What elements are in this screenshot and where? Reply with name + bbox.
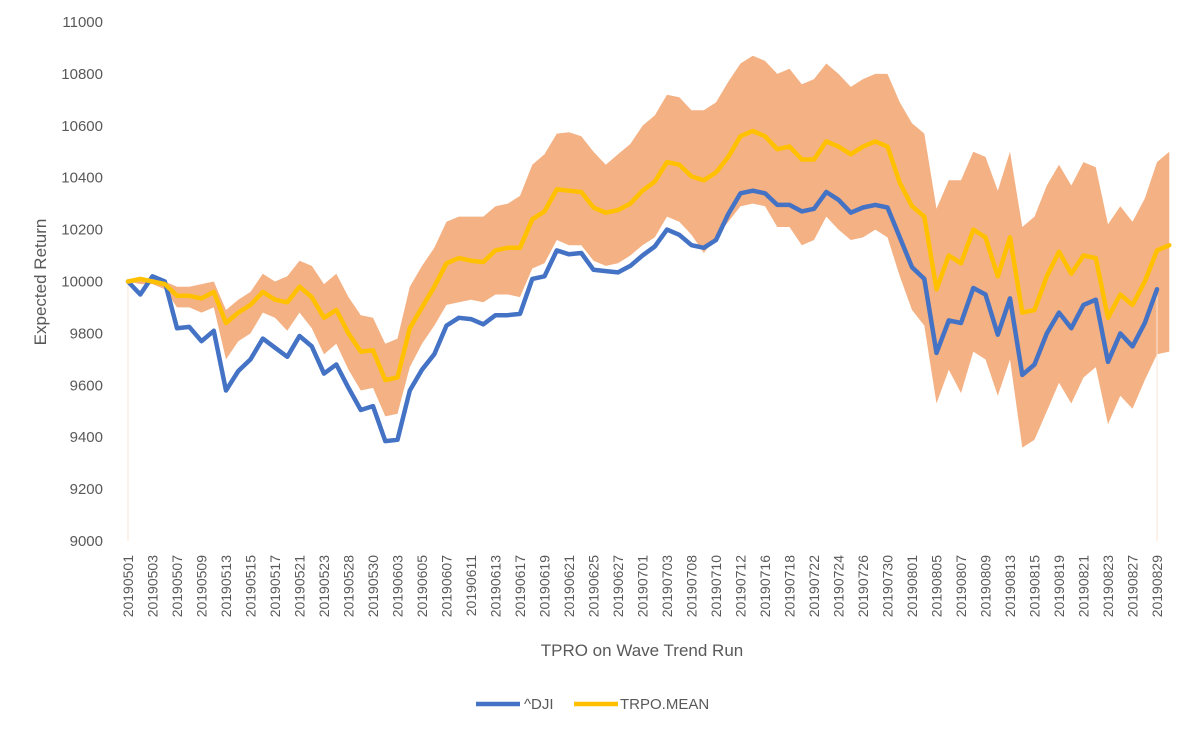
y-tick-label: 11000 (62, 14, 103, 31)
series-line-dji (125, 188, 1160, 444)
x-tick-label: 20190819 (1051, 555, 1067, 618)
x-tick-label: 20190701 (635, 555, 651, 618)
y-tick-label: 9400 (70, 429, 103, 446)
x-tick-label: 20190507 (169, 555, 185, 618)
y-axis-title: Expected Return (31, 219, 50, 346)
x-tick-label: 20190603 (390, 555, 406, 618)
legend-label-dji: ^DJI (524, 696, 554, 713)
x-tick-label: 20190627 (610, 555, 626, 618)
x-tick-label: 20190515 (243, 555, 259, 618)
x-tick-labels: 20190501 20190503 20190507 20190509 20190513… (120, 555, 1165, 618)
x-tick-label: 20190617 (512, 555, 528, 618)
x-tick-label: 20190501 (120, 555, 136, 618)
x-tick-label: 20190718 (782, 555, 798, 618)
x-tick-label: 20190726 (855, 555, 871, 618)
x-tick-label: 20190611 (463, 555, 479, 616)
x-tick-label: 20190521 (292, 555, 308, 618)
x-tick-label: 20190809 (978, 555, 994, 618)
y-tick-label: 10000 (61, 274, 103, 291)
y-tick-label: 9200 (70, 481, 103, 498)
confidence-band (128, 55, 1170, 448)
series-lines-layer (125, 128, 1172, 444)
x-tick-label: 20190712 (733, 555, 749, 618)
x-tick-label: 20190523 (316, 555, 332, 618)
x-tick-label: 20190815 (1027, 555, 1043, 618)
legend-label-trpo-mean: TRPO.MEAN (620, 696, 709, 713)
x-axis-title: TPRO on Wave Trend Run (541, 641, 744, 660)
y-tick-labels: 9000 9200 9400 9600 9800 10000 10200 10400 10600… (61, 14, 103, 550)
y-tick-label: 10400 (61, 170, 103, 187)
axis-layer (127, 281, 1158, 541)
x-tick-label: 20190716 (757, 555, 773, 618)
y-tick-label: 10600 (61, 118, 103, 135)
x-tick-label: 20190724 (831, 555, 847, 618)
y-tick-label: 9600 (70, 377, 103, 394)
x-tick-label: 20190625 (586, 555, 602, 618)
y-tick-label: 10800 (61, 66, 103, 83)
x-tick-label: 20190805 (929, 555, 945, 618)
legend: ^DJI TRPO.MEAN (476, 696, 709, 713)
x-tick-label: 20190605 (414, 555, 430, 618)
x-tick-label: 20190827 (1125, 555, 1141, 618)
x-tick-label: 20190513 (218, 555, 234, 618)
x-tick-label: 20190509 (194, 555, 210, 618)
x-tick-label: 20190722 (806, 555, 822, 618)
confidence-band-layer (128, 55, 1170, 448)
x-tick-label: 20190619 (537, 555, 553, 618)
x-tick-label: 20190823 (1100, 555, 1116, 618)
x-tick-label: 20190807 (953, 555, 969, 618)
x-tick-label: 20190503 (145, 555, 161, 618)
x-tick-label: 20190829 (1149, 555, 1165, 618)
series-line-trpo-mean (125, 128, 1172, 383)
x-tick-label: 20190530 (365, 555, 381, 618)
x-tick-label: 20190621 (561, 555, 577, 618)
x-tick-label: 20190821 (1076, 555, 1092, 618)
x-tick-label: 20190528 (341, 555, 357, 618)
x-tick-label: 20190710 (708, 555, 724, 618)
x-tick-label: 20190801 (904, 555, 920, 618)
x-tick-label: 20190517 (267, 555, 283, 618)
x-tick-label: 20190703 (659, 555, 675, 618)
x-tick-label: 20190730 (880, 555, 896, 618)
y-tick-label: 9800 (70, 325, 103, 342)
x-tick-label: 20190813 (1002, 555, 1018, 618)
x-tick-label: 20190708 (684, 555, 700, 618)
x-tick-label: 20190613 (488, 555, 504, 618)
x-tick-label: 20190607 (439, 555, 455, 618)
y-tick-label: 10200 (61, 222, 103, 239)
y-tick-label: 9000 (70, 533, 103, 550)
